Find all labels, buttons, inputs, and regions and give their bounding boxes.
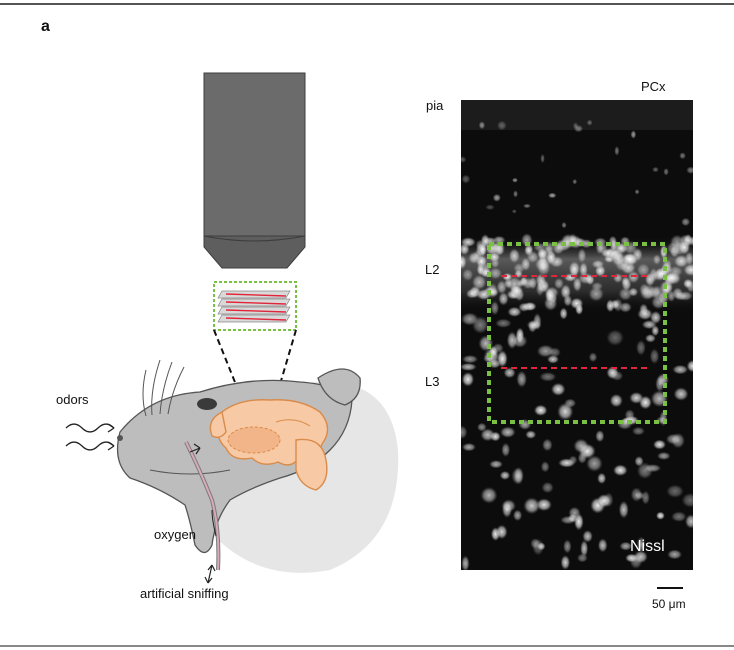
region-label: PCx <box>641 79 666 94</box>
panel-letter: a <box>41 18 50 35</box>
layer-label-l2: L2 <box>425 262 440 277</box>
micrograph-image <box>461 100 693 570</box>
scale-bar-label: 50 μm <box>652 597 686 611</box>
scale-bar <box>657 587 683 589</box>
roi-box <box>487 242 667 424</box>
layer-label-l3: L3 <box>425 374 440 389</box>
layer-label-pia: pia <box>426 98 444 113</box>
nissl-micrograph <box>461 100 693 570</box>
tube-arrow <box>189 447 201 453</box>
oxygen-pointer <box>211 509 217 537</box>
artificial-sniffing-label: artificial sniffing <box>140 586 229 601</box>
objective-lens-icon <box>203 72 306 269</box>
odors-label: odors <box>56 392 89 407</box>
stain-label: Nissl <box>630 538 665 555</box>
odor-arrows-icon <box>65 423 115 451</box>
imaging-planes-icon <box>213 281 297 331</box>
top-divider <box>0 3 734 5</box>
bottom-divider <box>0 645 734 647</box>
oxygen-label: oxygen <box>154 527 196 542</box>
sniffing-arrow <box>207 564 213 584</box>
brain-icon <box>209 399 329 491</box>
